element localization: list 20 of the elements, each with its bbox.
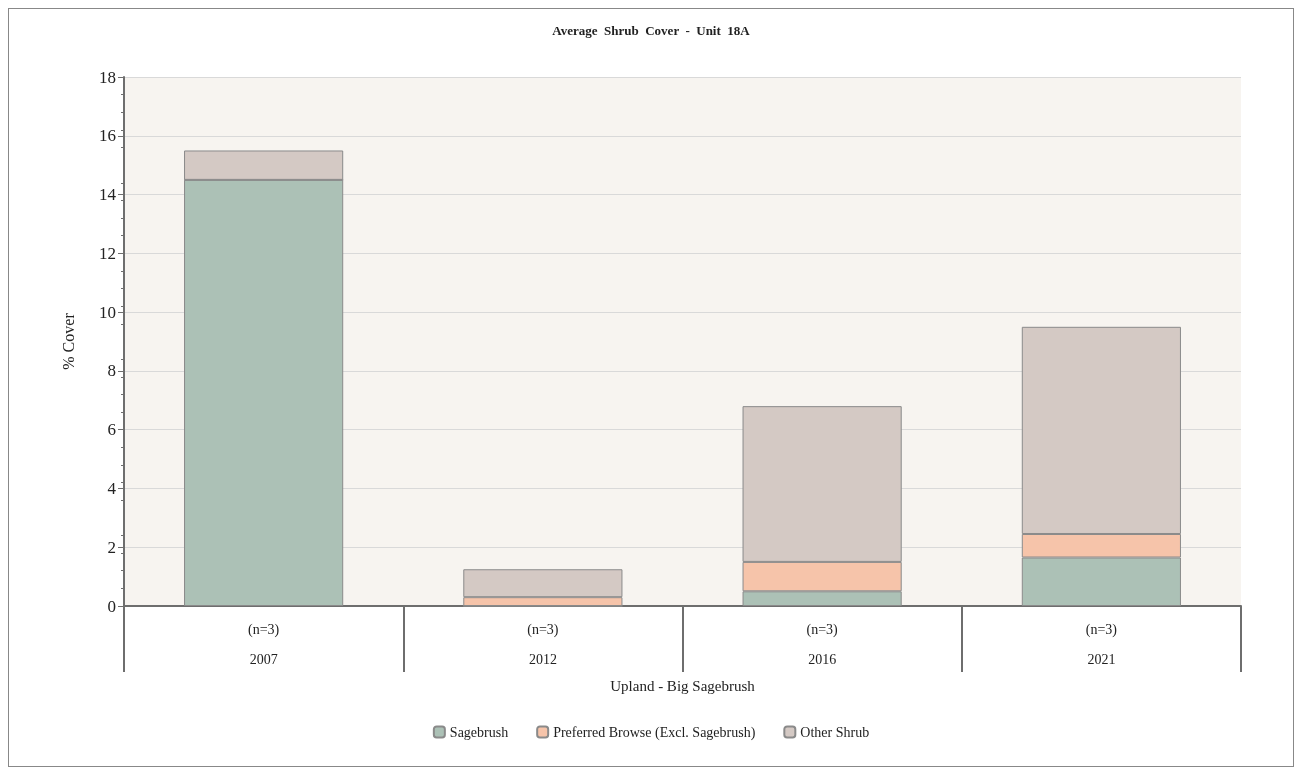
chart-title: Average Shrub Cover - Unit 18A	[552, 23, 751, 38]
legend-label: Preferred Browse (Excl. Sagebrush)	[553, 724, 756, 741]
y-tick-label: 16	[99, 126, 116, 146]
y-axis-title: % Cover	[59, 312, 77, 370]
x-tick-label: (n=3) 2021	[1085, 621, 1118, 667]
y-tick-label: 2	[107, 537, 116, 557]
x-tick-label: (n=3) 2007	[248, 621, 280, 667]
y-tick-label: 0	[107, 596, 116, 616]
x-axis-title: Upland - Big Sagebrush	[610, 678, 756, 695]
y-tick-label: 14	[99, 185, 117, 205]
y-tick-label: 10	[99, 302, 116, 322]
legend-label: Sagebrush	[449, 724, 509, 740]
y-tick-label: 4	[107, 478, 117, 498]
x-tick-label: (n=3) 2012	[527, 621, 559, 667]
legend-label: Other Shrub	[800, 724, 870, 740]
y-tick-label: 8	[107, 361, 116, 381]
y-tick-label: 18	[99, 67, 116, 87]
y-tick-label: 6	[107, 420, 116, 440]
y-tick-label: 12	[99, 243, 116, 263]
x-tick-label: (n=3) 2016	[806, 621, 839, 667]
